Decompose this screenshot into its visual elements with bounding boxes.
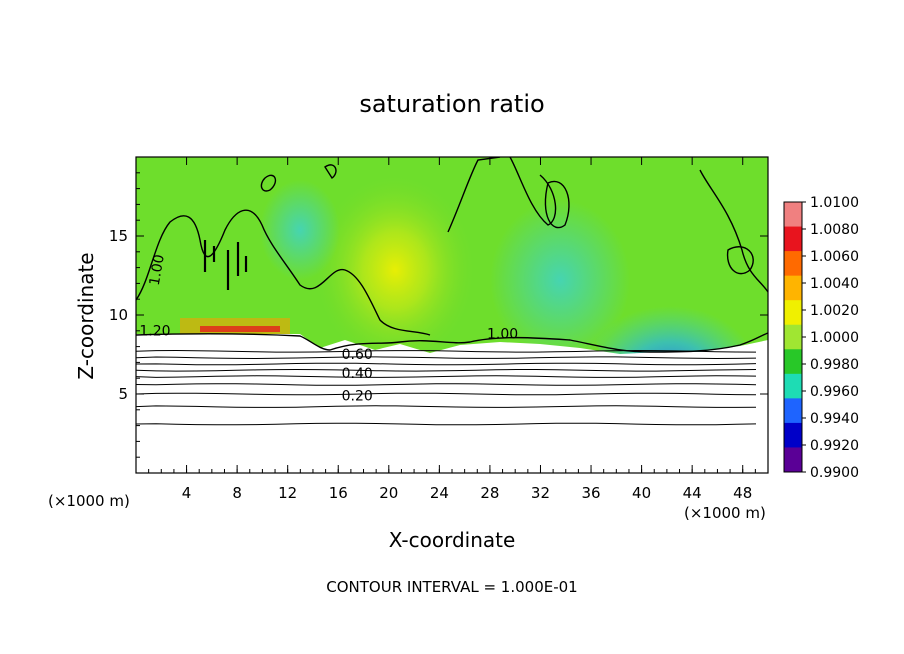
colorbar-label: 0.9980 [810,357,859,373]
contour-label: 1.20 [139,324,170,340]
contour-line [136,405,757,408]
y-tick-label: 10 [109,306,128,324]
colorbar: 1.0100 1.0080 1.0060 1.0040 1.0020 1.0000 0.99… [783,195,859,481]
colorbar-swatch [784,422,802,448]
colorbar-label: 1.0040 [810,276,859,292]
colorbar-swatch [784,300,802,326]
colorbar-swatch [784,398,802,424]
contour-line [136,392,757,396]
colorbar-label: 0.9920 [810,438,859,454]
x-tick-label: 16 [329,484,348,502]
colorbar-swatch [784,447,802,473]
x-tick-label: 28 [480,484,499,502]
colorbar-swatch [784,226,802,252]
cloud-contours [136,157,768,353]
x-tick-label: 4 [182,484,192,502]
y-axis: 5 10 15 [109,172,768,458]
colorbar-swatch [784,275,802,301]
x-tick-label: 20 [379,484,398,502]
x-tick-label: 44 [683,484,702,502]
contour-line [136,362,757,366]
x-tick-label: 40 [632,484,651,502]
contour-line [136,383,757,386]
x-tick-label: 8 [232,484,242,502]
colorbar-label: 1.0100 [810,195,859,211]
stratified-contours [136,349,757,426]
contour-line [136,375,757,378]
colorbar-swatch [784,202,802,228]
colorbar-label: 1.0000 [810,330,859,346]
contour-label: 0.40 [342,366,373,382]
cyan-shade-mid [490,200,630,360]
x-tick-label: 36 [581,484,600,502]
contour-line [136,349,757,353]
x-tick-label: 32 [531,484,550,502]
x-unit-label-left: (×1000 m) [48,492,130,510]
contour-line [136,422,757,426]
contour-line [136,368,757,372]
colorbar-swatch [784,349,802,375]
colorbar-label: 0.9900 [810,465,859,481]
hot-band [200,326,280,332]
contour-label: 1.00 [487,327,518,343]
colorbar-label: 1.0060 [810,249,859,265]
x-tick-label: 12 [278,484,297,502]
x-axis-label: X-coordinate [389,528,516,552]
moist-core-shade [315,175,475,365]
contour-interval-note: CONTOUR INTERVAL = 1.000E-01 [326,578,577,596]
colorbar-label: 1.0080 [810,222,859,238]
contour-label: 0.20 [342,388,373,404]
y-axis-label: Z-coordinate [74,252,98,379]
colorbar-swatch [784,373,802,399]
contour-line [136,356,757,360]
colorbar-label: 1.0020 [810,303,859,319]
cyan-shade-left [260,180,340,280]
colorbar-swatch [784,324,802,350]
chart-title: saturation ratio [359,90,544,118]
rain-streaks [203,240,248,290]
x-tick-label: 48 [733,484,752,502]
colorbar-swatch [784,251,802,277]
contour-label: 0.60 [342,347,373,363]
colorbar-label: 0.9960 [810,384,859,400]
colorbar-label: 0.9940 [810,411,859,427]
y-tick-label: 15 [109,227,128,245]
x-tick-label: 24 [430,484,449,502]
contour-labels: 1.00 1.20 1.00 0.60 0.40 0.20 [139,253,518,404]
x-axis: 4 8 12 16 20 24 28 32 36 40 44 48 [148,157,756,502]
subsaturated-layer [136,334,768,473]
contour-label: 1.00 [147,253,168,286]
plot-area [136,157,768,473]
x-unit-label-right: (×1000 m) [684,504,766,522]
y-tick-label: 5 [118,385,128,403]
